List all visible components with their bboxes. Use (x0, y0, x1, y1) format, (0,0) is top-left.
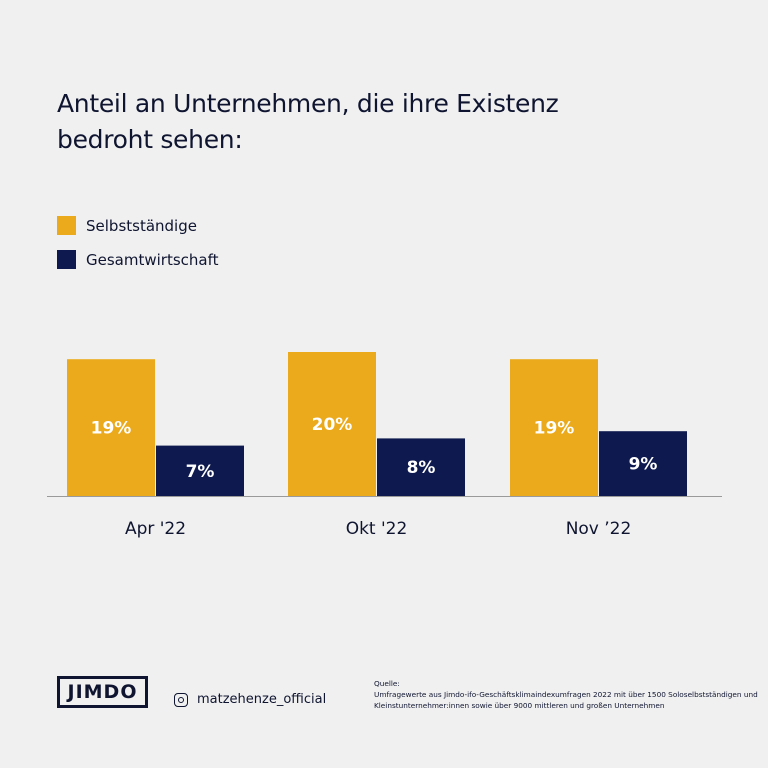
bar-value-label: 19% (91, 419, 132, 439)
title-line-1: Anteil an Unternehmen, die ihre Existenz (57, 89, 559, 118)
instagram-handle[interactable]: matzehenze_official (174, 692, 326, 707)
source-text: Umfragewerte aus Jimdo-ifo-Geschäftsklim… (374, 690, 758, 710)
source-note: Quelle: Umfragewerte aus Jimdo-ifo-Gesch… (374, 678, 764, 711)
title-line-2: bedroht sehen: (57, 125, 243, 154)
chart-title: Anteil an Unternehmen, die ihre Existenz… (57, 86, 559, 158)
x-tick-label: Nov ’22 (566, 519, 632, 539)
bar-value-label: 8% (407, 458, 436, 478)
bar-value-label: 7% (186, 462, 215, 482)
x-tick-label: Apr '22 (125, 519, 186, 539)
bar-gesamtwirtschaft (156, 445, 244, 496)
x-tick-label: Okt '22 (346, 519, 408, 539)
legend-label: Gesamtwirtschaft (86, 250, 219, 269)
bar-value-label: 20% (312, 415, 353, 435)
instagram-handle-text: matzehenze_official (197, 692, 327, 707)
bar-gesamtwirtschaft (599, 431, 687, 496)
bar-selbststaendige (288, 352, 376, 496)
bar-gesamtwirtschaft (377, 438, 465, 496)
source-label: Quelle: (374, 679, 400, 688)
jimdo-logo: JIMDO (57, 676, 148, 708)
instagram-icon (174, 692, 188, 707)
legend-gesamtwirtschaft: Gesamtwirtschaft (57, 250, 219, 269)
legend-swatch-gesamtwirtschaft (57, 250, 76, 269)
bar-selbststaendige (67, 359, 155, 496)
bar-selbststaendige (510, 359, 598, 496)
bar-value-label: 9% (629, 455, 658, 475)
legend-swatch-selbststaendige (57, 216, 76, 235)
legend-label: Selbstständige (86, 216, 197, 235)
bar-value-label: 19% (534, 419, 575, 439)
legend-selbststaendige: Selbstständige (57, 216, 197, 235)
